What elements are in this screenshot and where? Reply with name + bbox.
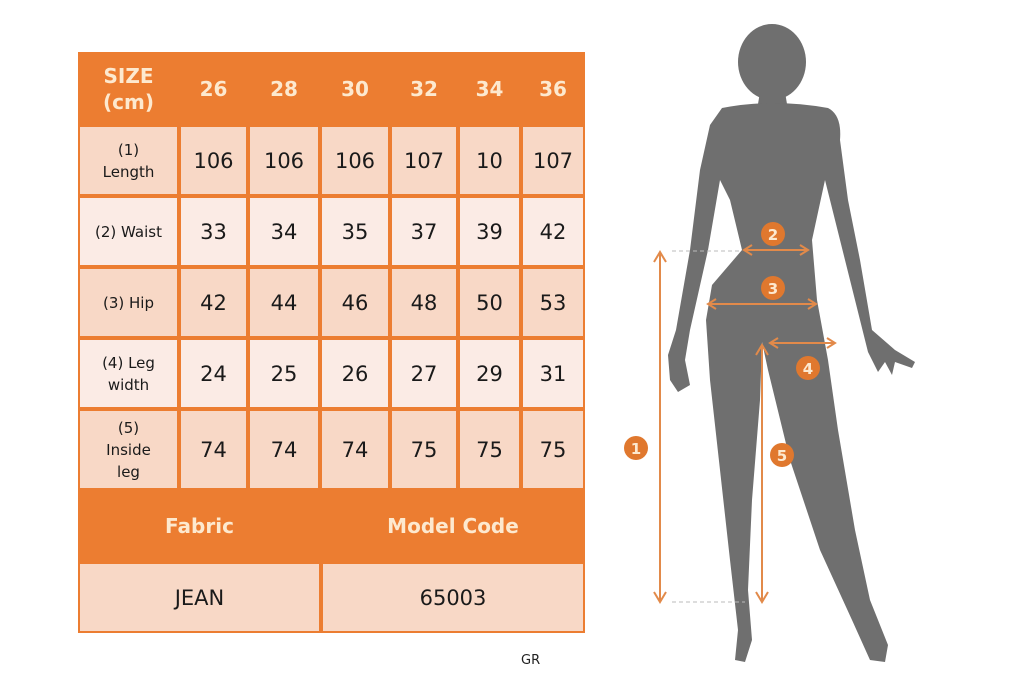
size-column-header: 30 bbox=[341, 76, 369, 101]
marker-4: 4 bbox=[796, 356, 820, 380]
table-cell: 75 bbox=[523, 411, 583, 488]
fabric-value: JEAN bbox=[80, 564, 319, 631]
size-column-header: 36 bbox=[539, 76, 567, 101]
size-header-text: (cm) bbox=[103, 89, 154, 114]
table-cell: 37 bbox=[392, 198, 456, 265]
watermark-text: GR bbox=[521, 653, 541, 668]
measurement-lines bbox=[653, 244, 837, 604]
size-chart-table: SIZE (cm) 26 28 30 32 34 36 (1) Length 106 106 106 1… bbox=[78, 52, 585, 633]
svg-text:2: 2 bbox=[768, 226, 778, 244]
size-header-label: SIZE (cm) bbox=[80, 54, 177, 123]
svg-text:4: 4 bbox=[803, 360, 813, 378]
size-header-text: SIZE bbox=[103, 63, 154, 88]
table-cell: 25 bbox=[250, 340, 318, 407]
marker-1: 1 bbox=[624, 436, 648, 460]
row-label: (4) Leg width bbox=[80, 340, 177, 407]
size-column-header: 26 bbox=[199, 76, 228, 101]
table-cell: 106 bbox=[181, 127, 246, 194]
table-cell: 74 bbox=[181, 411, 246, 488]
table-cell: 107 bbox=[523, 127, 583, 194]
table-cell: 27 bbox=[392, 340, 456, 407]
table-cell: 42 bbox=[523, 198, 583, 265]
table-cell: 24 bbox=[181, 340, 246, 407]
table-cell: 75 bbox=[392, 411, 456, 488]
table-cell: 74 bbox=[322, 411, 388, 488]
table-cell: 44 bbox=[250, 269, 318, 336]
table-cell: 75 bbox=[460, 411, 519, 488]
row-label: (3) Hip bbox=[80, 269, 177, 336]
silhouette bbox=[668, 24, 915, 662]
table-cell: 50 bbox=[460, 269, 519, 336]
size-column-header: 34 bbox=[475, 76, 504, 101]
table-cell: 53 bbox=[523, 269, 583, 336]
marker-5: 5 bbox=[770, 443, 794, 467]
table-cell: 42 bbox=[181, 269, 246, 336]
size-column-header: 32 bbox=[410, 76, 438, 101]
table-cell: 33 bbox=[181, 198, 246, 265]
table-cell: 35 bbox=[322, 198, 388, 265]
table-cell: 29 bbox=[460, 340, 519, 407]
table-cell: 31 bbox=[523, 340, 583, 407]
table-cell: 106 bbox=[322, 127, 388, 194]
table-cell: 106 bbox=[250, 127, 318, 194]
table-cell: 39 bbox=[460, 198, 519, 265]
model-code-value: 65003 bbox=[323, 564, 583, 631]
table-cell: 46 bbox=[322, 269, 388, 336]
row-label: (2) Waist bbox=[80, 198, 177, 265]
table-cell: 34 bbox=[250, 198, 318, 265]
svg-text:5: 5 bbox=[777, 447, 787, 465]
fabric-header: Fabric bbox=[165, 514, 234, 538]
marker-2: 2 bbox=[761, 222, 785, 246]
model-code-header: Model Code bbox=[387, 514, 519, 538]
table-cell: 74 bbox=[250, 411, 318, 488]
table-cell: 26 bbox=[322, 340, 388, 407]
svg-text:1: 1 bbox=[631, 440, 641, 458]
table-cell: 10 bbox=[460, 127, 519, 194]
table-cell: 107 bbox=[392, 127, 456, 194]
svg-text:3: 3 bbox=[768, 280, 778, 298]
row-label: (1) Length bbox=[80, 127, 177, 194]
marker-3: 3 bbox=[761, 276, 785, 300]
row-label: (5) Inside leg bbox=[80, 411, 177, 488]
table-cell: 48 bbox=[392, 269, 456, 336]
size-column-header: 28 bbox=[270, 76, 298, 101]
